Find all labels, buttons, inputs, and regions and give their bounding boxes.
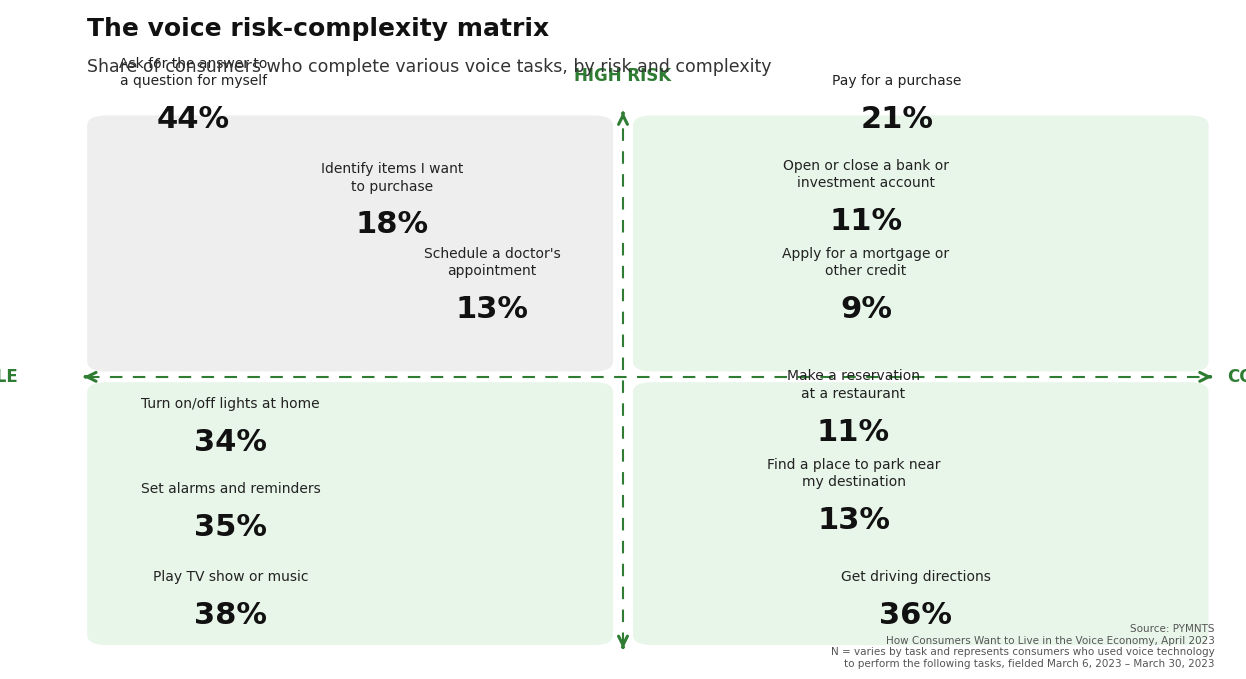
Text: 18%: 18% (356, 210, 429, 240)
Text: 9%: 9% (840, 295, 892, 325)
Text: Ask for the answer to
a question for myself: Ask for the answer to a question for mys… (118, 57, 268, 88)
Text: Apply for a mortgage or
other credit: Apply for a mortgage or other credit (782, 247, 949, 278)
Text: COMPLEX: COMPLEX (1227, 368, 1246, 386)
Text: Get driving directions: Get driving directions (841, 570, 991, 584)
FancyBboxPatch shape (633, 115, 1209, 371)
Text: 13%: 13% (456, 295, 528, 325)
Text: 38%: 38% (194, 601, 267, 630)
Text: Open or close a bank or
investment account: Open or close a bank or investment accou… (782, 159, 949, 190)
Text: SIMPLE: SIMPLE (0, 368, 19, 386)
Text: Pay for a purchase: Pay for a purchase (832, 74, 962, 88)
Text: Source: PYMNTS
How Consumers Want to Live in the Voice Economy, April 2023
N = v: Source: PYMNTS How Consumers Want to Liv… (831, 624, 1215, 669)
Text: Find a place to park near
my destination: Find a place to park near my destination (766, 458, 941, 489)
Text: Share of consumers who complete various voice tasks, by risk and complexity: Share of consumers who complete various … (87, 58, 771, 76)
Text: 21%: 21% (861, 105, 933, 134)
Text: HIGH RISK: HIGH RISK (574, 67, 672, 85)
Text: 13%: 13% (817, 506, 890, 535)
FancyBboxPatch shape (633, 382, 1209, 645)
Text: 44%: 44% (157, 105, 229, 134)
Text: Set alarms and reminders: Set alarms and reminders (141, 481, 320, 496)
Text: 11%: 11% (830, 207, 902, 236)
FancyBboxPatch shape (87, 382, 613, 645)
Text: 35%: 35% (194, 513, 267, 542)
Text: 11%: 11% (817, 418, 890, 447)
Text: 36%: 36% (880, 601, 952, 630)
Text: Make a reservation
at a restaurant: Make a reservation at a restaurant (787, 369, 920, 401)
Text: Schedule a doctor's
appointment: Schedule a doctor's appointment (424, 247, 561, 278)
Text: 34%: 34% (194, 428, 267, 457)
Text: Identify items I want
to purchase: Identify items I want to purchase (321, 162, 464, 194)
FancyBboxPatch shape (87, 115, 613, 371)
Text: Play TV show or music: Play TV show or music (153, 570, 308, 584)
Text: Turn on/off lights at home: Turn on/off lights at home (141, 397, 320, 411)
Text: The voice risk-complexity matrix: The voice risk-complexity matrix (87, 17, 549, 41)
